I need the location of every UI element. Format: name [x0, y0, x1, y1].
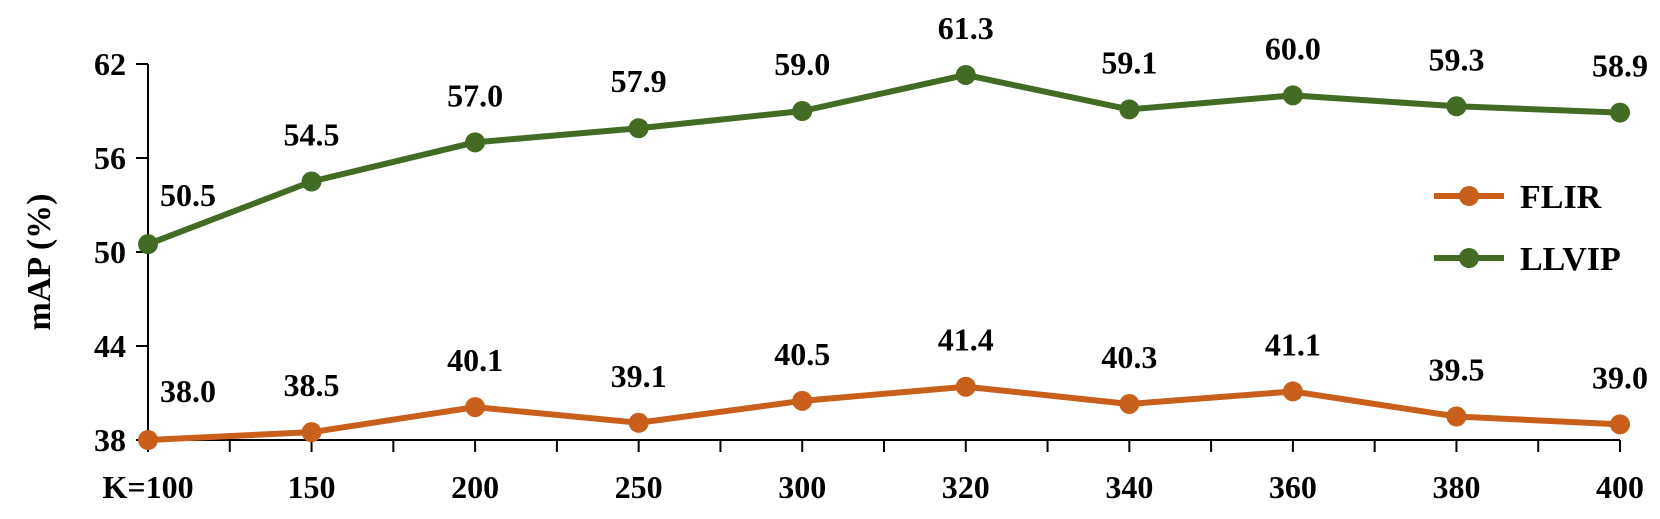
data-point-llvip	[955, 64, 976, 85]
data-point-flir	[1282, 381, 1303, 402]
y-tick-label: 50	[94, 234, 126, 270]
data-label-llvip: 59.3	[1428, 41, 1484, 77]
data-point-flir	[628, 412, 649, 433]
data-point-flir	[1446, 406, 1467, 427]
data-point-flir	[138, 430, 158, 450]
data-point-llvip	[465, 132, 486, 153]
data-label-llvip: 54.5	[284, 117, 340, 153]
y-axis-label: mAP (%)	[21, 194, 58, 331]
y-tick-label: 56	[94, 140, 126, 176]
data-point-flir	[955, 376, 976, 397]
x-tick-label: 340	[1105, 469, 1153, 505]
data-label-llvip: 57.0	[447, 77, 503, 113]
data-label-llvip: 57.9	[611, 63, 667, 99]
data-label-flir: 38.5	[284, 367, 340, 403]
legend: FLIR LLVIP	[1434, 179, 1621, 278]
legend-label-flir: FLIR	[1520, 179, 1602, 216]
data-label-llvip: 50.5	[160, 177, 216, 213]
axes: 38 44 50 56 62 K=100 150 200 250 300 320 340 360 380 4…	[94, 46, 1644, 505]
legend-marker-llvip	[1459, 248, 1479, 268]
data-label-flir: 40.3	[1101, 339, 1157, 375]
x-tick-label: 150	[288, 469, 336, 505]
data-label-llvip: 59.1	[1101, 44, 1157, 80]
y-tick-label: 62	[94, 46, 126, 82]
data-point-flir	[1119, 393, 1140, 414]
data-point-flir	[301, 422, 322, 443]
data-labels: 38.0 38.5 40.1 39.1 40.5 41.4 40.3 41.1 39.5 39.0…	[160, 10, 1648, 409]
data-point-llvip	[1119, 99, 1140, 120]
data-label-llvip: 60.0	[1265, 30, 1321, 66]
data-point-llvip	[792, 101, 813, 121]
data-label-llvip: 61.3	[938, 10, 994, 46]
data-label-llvip: 58.9	[1592, 48, 1648, 84]
legend-label-llvip: LLVIP	[1520, 241, 1621, 278]
data-label-flir: 40.5	[774, 336, 830, 372]
x-tick-label: 200	[451, 469, 499, 505]
x-tick-label: K=100	[102, 469, 193, 505]
series-line-flir	[147, 383, 1621, 443]
y-tick-label: 44	[94, 328, 126, 364]
data-label-flir: 38.0	[160, 373, 216, 409]
data-label-llvip: 59.0	[774, 46, 830, 82]
x-tick-label: 300	[778, 469, 826, 505]
legend-marker-flir	[1459, 186, 1479, 206]
y-tick-label: 38	[94, 422, 126, 458]
data-point-llvip	[138, 234, 158, 255]
data-point-flir	[1610, 414, 1630, 435]
x-tick-label: 360	[1269, 469, 1317, 505]
data-point-llvip	[1610, 102, 1630, 123]
data-point-llvip	[1282, 85, 1303, 106]
data-label-flir: 40.1	[447, 342, 503, 378]
data-point-llvip	[301, 171, 322, 192]
data-point-flir	[792, 390, 813, 411]
data-label-flir: 41.4	[938, 322, 994, 358]
data-label-flir: 39.1	[611, 358, 667, 394]
data-point-flir	[465, 397, 486, 418]
data-label-flir: 39.0	[1592, 359, 1648, 395]
series-line-llvip	[146, 71, 1621, 247]
series-layer	[138, 64, 1630, 450]
x-tick-label: 400	[1596, 469, 1644, 505]
data-label-flir: 39.5	[1428, 352, 1484, 388]
x-tick-label: 320	[942, 469, 990, 505]
data-point-llvip	[628, 118, 649, 139]
x-tick-label: 380	[1432, 469, 1480, 505]
x-tick-label: 250	[615, 469, 663, 505]
data-label-flir: 41.1	[1265, 326, 1321, 362]
data-point-llvip	[1446, 96, 1467, 117]
